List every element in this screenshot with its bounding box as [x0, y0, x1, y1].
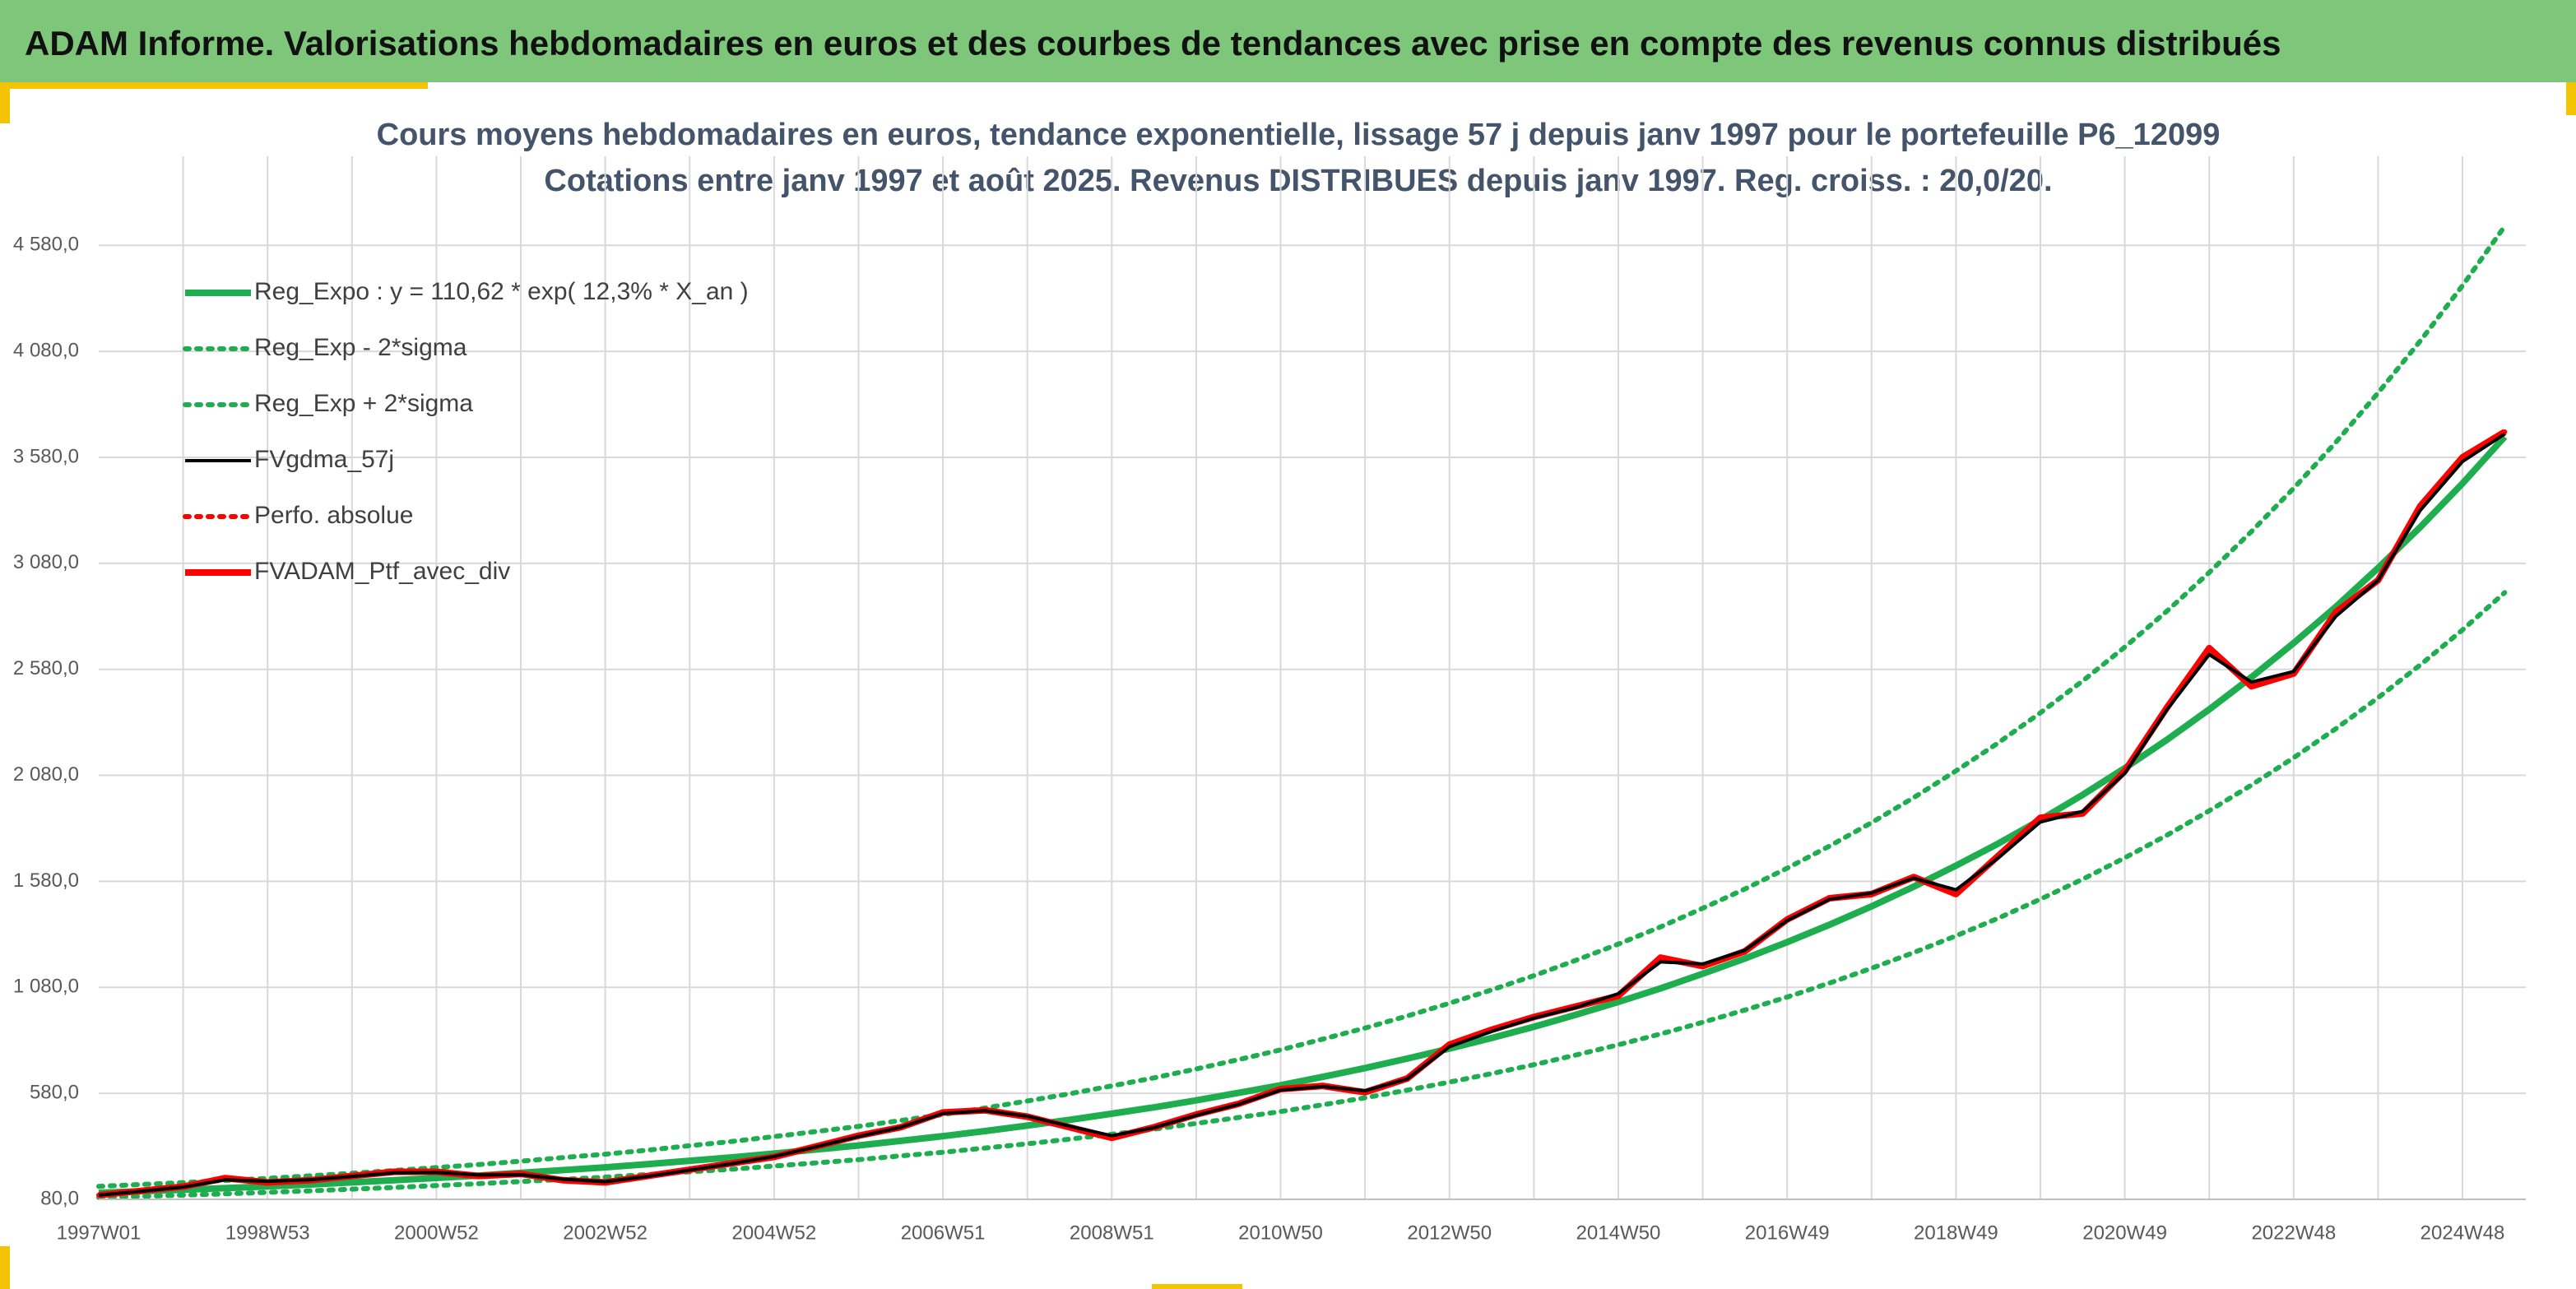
accent — [1152, 1284, 1242, 1289]
x-tick-label: 1998W53 — [225, 1222, 310, 1244]
chart-title: Cours moyens hebdomadaires en euros, ten… — [377, 118, 2221, 152]
y-tick-label: 580,0 — [30, 1081, 79, 1103]
accent — [0, 82, 428, 89]
series-line — [98, 432, 2506, 1197]
y-tick-label: 1 080,0 — [13, 976, 79, 998]
legend-label: FVADAM_Ptf_avec_div — [254, 558, 510, 585]
y-tick-label: 3 080,0 — [13, 551, 79, 573]
header-title: ADAM Informe. Valorisations hebdomadaire… — [25, 24, 2281, 63]
y-tick-label: 80,0 — [40, 1187, 79, 1209]
legend-label: Reg_Exp + 2*sigma — [254, 390, 473, 417]
legend-label: FVgdma_57j — [254, 446, 394, 473]
y-tick-label: 4 580,0 — [13, 234, 79, 256]
x-tick-label: 2002W52 — [563, 1222, 647, 1244]
accent — [0, 1246, 10, 1289]
legend-label: Reg_Expo : y = 110,62 * exp( 12,3% * X_a… — [254, 278, 749, 305]
legend: Reg_Expo : y = 110,62 * exp( 12,3% * X_a… — [183, 278, 749, 585]
legend-label: Perfo. absolue — [254, 502, 413, 529]
y-tick-label: 2 580,0 — [13, 657, 79, 679]
x-tick-label: 2012W50 — [1407, 1222, 1492, 1244]
series-line — [96, 224, 2508, 1189]
y-tick-label: 3 580,0 — [13, 445, 79, 467]
x-tick-label: 2008W51 — [1070, 1222, 1154, 1244]
accent — [0, 82, 10, 123]
x-tick-label: 2024W48 — [2421, 1222, 2505, 1244]
chart-subtitle: Cotations entre janv 1997 et août 2025. … — [544, 164, 2052, 198]
x-tick-label: 2018W49 — [1914, 1222, 1998, 1244]
grid — [99, 156, 2526, 1200]
x-tick-label: 2006W51 — [901, 1222, 986, 1244]
y-tick-label: 2 080,0 — [13, 763, 79, 786]
x-tick-label: 2000W52 — [394, 1222, 479, 1244]
y-tick-label: 1 580,0 — [13, 869, 79, 892]
series-line — [96, 590, 2508, 1200]
x-tick-label: 2014W50 — [1576, 1222, 1661, 1244]
x-tick-label: 2016W49 — [1745, 1222, 1830, 1244]
x-tick-label: 2004W52 — [731, 1222, 816, 1244]
x-tick-label: 2010W50 — [1238, 1222, 1323, 1244]
x-tick-label: 2022W48 — [2251, 1222, 2336, 1244]
y-tick-label: 4 080,0 — [13, 339, 79, 361]
x-tick-label: 2020W49 — [2082, 1222, 2167, 1244]
legend-label: Reg_Exp - 2*sigma — [254, 334, 467, 361]
series-line — [98, 434, 2508, 1197]
plot — [96, 224, 2508, 1200]
header-band — [0, 0, 2576, 82]
x-tick-label: 1997W01 — [57, 1222, 142, 1244]
accent — [2566, 82, 2576, 115]
axes: 80,0 580,0 1 080,0 1 580,0 2 080,0 2 580,0 3 0… — [13, 234, 2526, 1244]
